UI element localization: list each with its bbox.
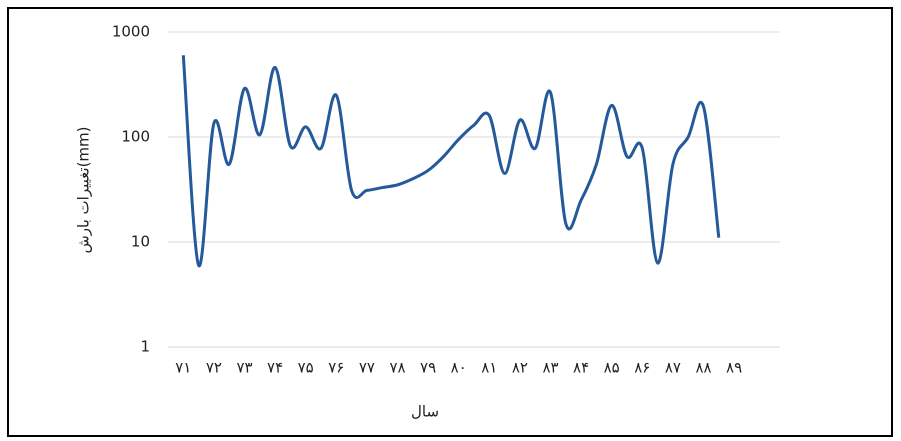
x-tick-label: ۷۳: [236, 359, 252, 377]
y-axis-label: تغییرات بارش(mm): [75, 126, 93, 253]
x-tick-label: ۸۹: [726, 359, 742, 377]
data-line: [181, 55, 721, 267]
x-tick-label: ۸۵: [604, 359, 620, 377]
x-tick-label: ۸۷: [665, 359, 681, 377]
y-tick-label: 1000: [112, 23, 150, 41]
x-tick-label: ۷۸: [389, 359, 405, 377]
x-tick-label: ۷۶: [328, 359, 344, 377]
x-tick-label: ۷۷: [359, 359, 375, 377]
x-axis-label: سال: [411, 403, 439, 421]
y-tick-label: 10: [131, 233, 150, 251]
frame: [7, 7, 893, 437]
x-tick-label: ۷۲: [206, 359, 222, 377]
x-tick-label: ۷۹: [420, 359, 436, 377]
x-tick-label: ۸۸: [695, 359, 711, 377]
x-tick-label: ۷۱: [175, 359, 191, 377]
x-tick-label: ۷۵: [298, 359, 314, 377]
x-tick-label: ۸۳: [542, 359, 558, 377]
x-tick-label: ۸۱: [481, 359, 497, 377]
x-tick-label: ۸۶: [634, 359, 650, 377]
x-tick-label: ۷۴: [267, 359, 283, 377]
y-tick-label: 100: [121, 128, 150, 146]
x-tick-label: ۸۴: [573, 359, 589, 377]
x-tick-label: ۸۲: [512, 359, 528, 377]
x-tick-label: ۸۰: [451, 359, 467, 377]
y-tick-label: 1: [140, 338, 150, 356]
